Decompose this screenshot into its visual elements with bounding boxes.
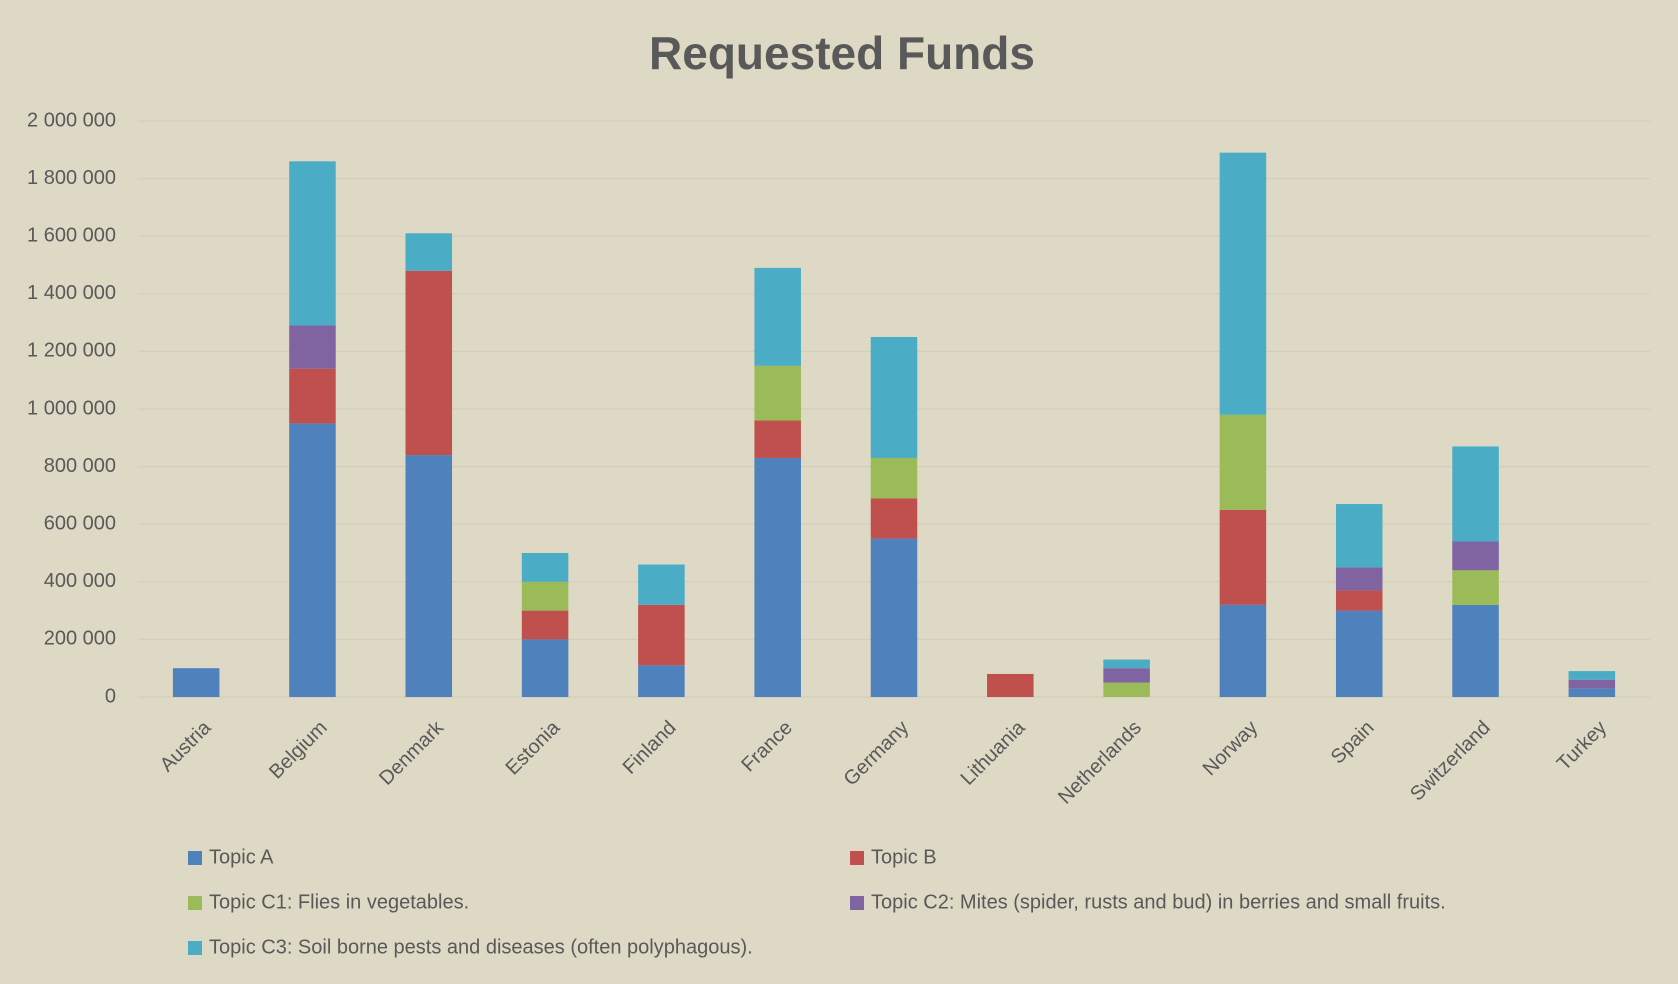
y-tick-label: 1 400 000 [27,282,116,304]
y-tick-label: 1 000 000 [27,397,116,419]
legend-label: Topic C1: Flies in vegetables. [209,891,469,913]
bar-segment [638,564,685,605]
legend-swatch [188,851,202,865]
legend-swatch [850,851,864,865]
bar-segment [1335,590,1383,611]
bar-segment [1335,504,1383,568]
bar-segment [1335,610,1383,697]
bar-segment [1103,659,1150,669]
bar-segment [289,161,336,326]
bar-segment [870,457,918,499]
y-tick-label: 600 000 [44,512,116,534]
y-tick-label: 400 000 [44,570,116,592]
legend-label: Topic C3: Soil borne pests and diseases … [209,936,753,958]
bar-segment [405,270,453,456]
bar-segment [172,668,220,697]
bar-segment [1568,671,1616,680]
chart-title: Requested Funds [649,27,1035,79]
bar-segment [1103,682,1150,697]
bar-segment [1103,668,1150,683]
y-tick-label: 0 [105,685,116,707]
legend-swatch [850,896,864,910]
y-tick-label: 1 600 000 [27,224,116,246]
bar-segment [754,457,801,697]
bar-segment [1452,446,1499,542]
legend-swatch [188,896,202,910]
bar-segment [521,581,569,611]
y-tick-label: 1 800 000 [27,167,116,189]
bar-segment [289,325,336,369]
bar-segment [1219,604,1267,697]
bar-segment [1452,541,1499,571]
bar-segment [987,673,1034,697]
bar-segment [638,604,685,666]
bar-segment [289,368,336,424]
bar-segment [754,267,801,366]
bar-segment [405,233,453,271]
bar-segment [1568,688,1616,697]
bar-segment [1568,679,1616,689]
bar-segment [870,498,918,539]
bar-segment [870,538,918,697]
legend-label: Topic C2: Mites (spider, rusts and bud) … [871,891,1446,913]
bar-segment [1219,414,1267,510]
bar-segment [1452,570,1499,605]
legend-label: Topic B [871,846,937,868]
legend-swatch [188,941,202,955]
bar-segment [754,365,801,421]
bar-segment [1335,567,1383,591]
bar-segment [870,337,918,458]
bar-segment [754,420,801,458]
bar-segment [289,423,336,697]
y-tick-label: 200 000 [44,628,116,650]
y-tick-label: 1 200 000 [27,340,116,362]
bar-segment [521,639,569,697]
bar-segment [1219,509,1267,605]
bar-segment [521,610,569,640]
bar-segment [405,455,453,697]
bar-segment [638,665,685,697]
bar-segment [521,553,569,582]
bar-segment [1452,604,1499,697]
y-tick-label: 800 000 [44,455,116,477]
y-tick-label: 2 000 000 [27,109,116,131]
bar-segment [1219,152,1267,415]
legend-label: Topic A [209,846,274,868]
